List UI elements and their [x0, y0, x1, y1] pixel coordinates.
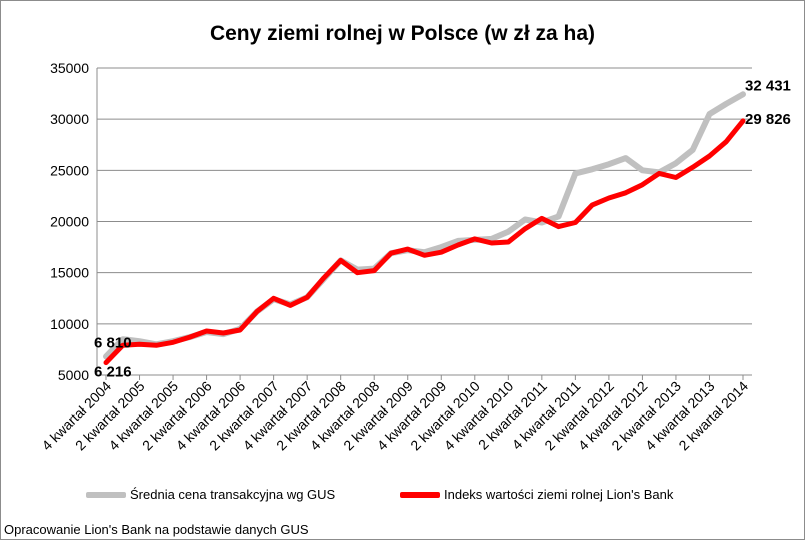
data-label-lionsbank-last: 29 826	[745, 111, 791, 128]
legend-label-gus: Średnia cena transakcyjna wg GUS	[130, 487, 336, 502]
legend-item-gus: Średnia cena transakcyjna wg GUS	[86, 487, 335, 502]
y-tick-label: 15000	[50, 265, 89, 281]
legend-swatch-lionsbank	[400, 491, 440, 498]
series-line-gus	[103, 91, 746, 360]
y-tick-label: 10000	[50, 316, 89, 332]
data-label-gus-first: 6 810	[94, 334, 132, 351]
y-tick-label: 25000	[50, 162, 89, 178]
data-label-gus-last: 32 431	[745, 77, 791, 94]
legend-label-lionsbank: Indeks wartości ziemi rolnej Lion's Bank	[444, 487, 674, 502]
chart-title: Ceny ziemi rolnej w Polsce (w zł za ha)	[209, 22, 596, 45]
legend-item-lionsbank: Indeks wartości ziemi rolnej Lion's Bank	[400, 487, 673, 502]
y-tick-label: 5000	[58, 367, 89, 383]
y-tick-label: 20000	[50, 214, 89, 230]
y-tick-label: 30000	[50, 111, 89, 127]
series-line-lionsbank	[103, 118, 746, 366]
data-label-lionsbank-first: 6 216	[94, 364, 132, 381]
y-tick-label: 35000	[50, 60, 89, 76]
legend-swatch-gus	[86, 491, 126, 498]
source-note: Opracowanie Lion's Bank na podstawie dan…	[4, 522, 309, 537]
